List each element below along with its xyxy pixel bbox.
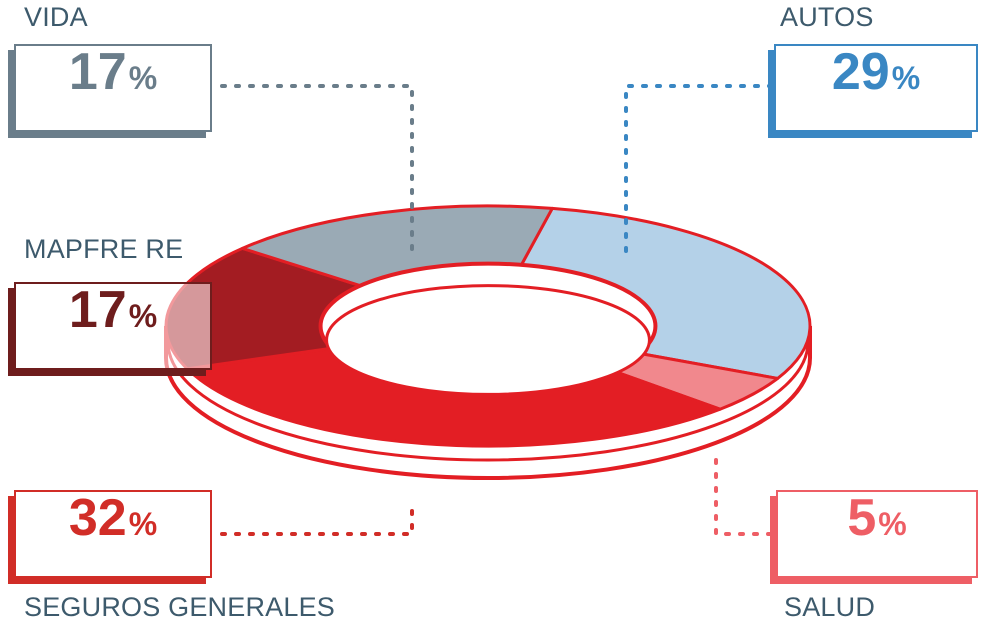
salud-value: 5 xyxy=(847,489,877,547)
vida-label: VIDA xyxy=(24,2,88,32)
donut-hole-inner xyxy=(325,284,651,396)
vida-value: 17 xyxy=(68,43,127,101)
salud-value-box: 5% xyxy=(776,490,978,578)
vida-unit: % xyxy=(128,60,158,96)
mapfre-re-unit: % xyxy=(128,298,158,334)
salud-label: SALUD xyxy=(784,592,876,622)
seguros-generales-label: SEGUROS GENERALES xyxy=(24,592,335,622)
leader-seguros xyxy=(220,498,414,536)
vida-value-box: 17% xyxy=(14,44,212,132)
autos-value-box: 29% xyxy=(774,44,978,132)
autos-value: 29 xyxy=(831,43,890,101)
leader-salud xyxy=(714,458,772,536)
seguros-generales-value-box: 32% xyxy=(14,490,212,578)
mapfre-re-value-box: 17% xyxy=(14,282,212,370)
autos-label: AUTOS xyxy=(780,2,874,32)
autos-unit: % xyxy=(891,60,921,96)
mapfre-re-value: 17 xyxy=(68,281,127,339)
salud-unit: % xyxy=(878,506,907,542)
seguros-generales-value: 32 xyxy=(68,489,127,547)
seguros-generales-unit: % xyxy=(128,506,158,542)
mapfre-re-label: MAPFRE RE xyxy=(24,234,184,264)
